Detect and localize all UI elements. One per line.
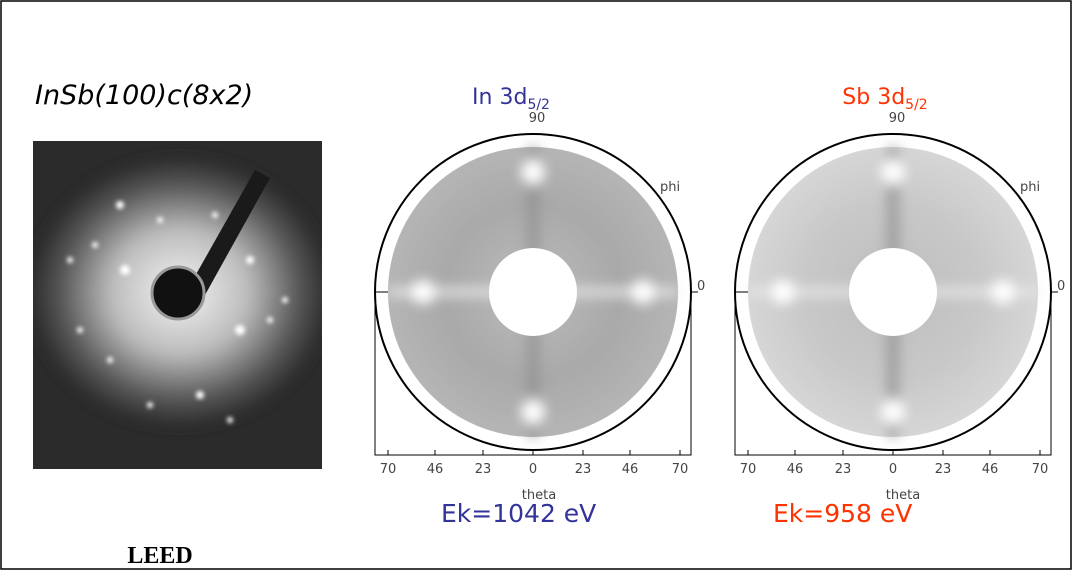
- theta-tick-label: 46: [787, 462, 804, 477]
- theta-tick-label: 23: [575, 462, 592, 477]
- slide: InSb(100)c(8x2) LEED In 3d5/290phi070462…: [0, 0, 1074, 573]
- element: In 3d: [472, 85, 527, 110]
- zero-label: 0: [1057, 279, 1065, 294]
- center-hole: [849, 248, 937, 336]
- phi-label: phi: [660, 180, 680, 195]
- theta-tick-label: 46: [982, 462, 999, 477]
- element: Sb 3d: [842, 85, 905, 110]
- theta-tick-label: 0: [889, 462, 897, 477]
- theta-tick-label: 23: [835, 462, 852, 477]
- leed-image: [30, 141, 330, 469]
- theta-tick-label: 23: [935, 462, 952, 477]
- top-label: 90: [529, 111, 546, 126]
- energy: Ek=1042 eV: [441, 499, 596, 528]
- theta-tick-label: 70: [672, 462, 689, 477]
- zero-label: 0: [697, 279, 705, 294]
- subscript: 5/2: [905, 97, 928, 113]
- phi-label: phi: [1020, 180, 1040, 195]
- center-hole: [489, 248, 577, 336]
- sample-label: InSb(100)c(8x2): [35, 80, 253, 111]
- theta-tick-label: 70: [1032, 462, 1049, 477]
- theta-tick-label: 0: [529, 462, 537, 477]
- theta-tick-label: 23: [475, 462, 492, 477]
- theta-tick-label: 46: [427, 462, 444, 477]
- theta-tick-label: 70: [380, 462, 397, 477]
- theta-tick-label: 70: [740, 462, 757, 477]
- theta-tick-label: 46: [622, 462, 639, 477]
- top-label: 90: [889, 111, 906, 126]
- panel-title: Sb 3d5/2: [842, 85, 927, 113]
- panel-title: In 3d5/2: [472, 85, 550, 113]
- energy: Ek=958 eV: [773, 499, 912, 528]
- caption: LEED: [127, 543, 192, 569]
